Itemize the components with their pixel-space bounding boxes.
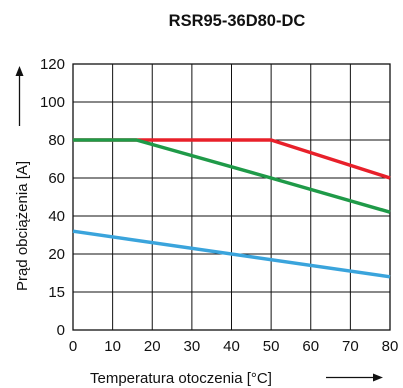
x-axis-arrow-head <box>373 373 383 382</box>
y-tick-label: 100 <box>40 94 65 111</box>
x-tick-label: 60 <box>302 338 319 355</box>
y-tick-label: 80 <box>48 132 65 149</box>
plot-frame <box>72 63 391 331</box>
series-line-2 <box>73 138 391 214</box>
chart-title: RSR95-36D80-DC <box>169 12 306 30</box>
x-tick-label: 80 <box>382 338 399 355</box>
x-tick-label: 40 <box>223 338 240 355</box>
y-tick-label: 60 <box>48 170 65 187</box>
y-tick-label: 40 <box>48 208 65 225</box>
x-tick-label: 70 <box>342 338 359 355</box>
y-tick-label: 0 <box>57 322 65 339</box>
series-lines <box>72 138 391 279</box>
y-tick-label: 20 <box>48 246 65 263</box>
y-tick-labels: 0 15 20 40 60 80 100 120 <box>40 56 65 339</box>
x-axis-label: Temperatura otoczenia [°C] <box>90 370 272 387</box>
series-line-3 <box>72 229 391 279</box>
x-tick-label: 20 <box>144 338 161 355</box>
x-tick-label: 50 <box>263 338 280 355</box>
x-tick-label: 0 <box>69 338 77 355</box>
x-tick-label: 10 <box>104 338 121 355</box>
y-axis-arrow-head <box>15 66 24 76</box>
y-tick-label: 15 <box>48 284 65 301</box>
y-tick-label: 120 <box>40 56 65 73</box>
y-axis-label: Prąd obciążenia [A] <box>14 161 31 291</box>
x-tick-label: 30 <box>184 338 201 355</box>
x-tick-labels: 0 10 20 30 40 50 60 70 80 <box>69 338 399 355</box>
